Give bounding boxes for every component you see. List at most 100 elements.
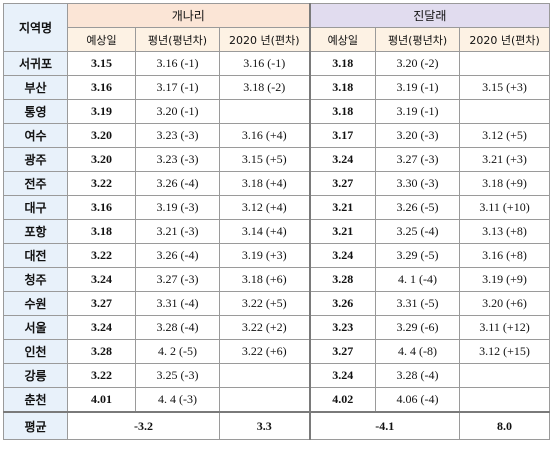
forsythia-2020-cell: 3.14 (+4): [218, 219, 311, 244]
forsythia-predicted-cell: 3.22: [67, 363, 136, 388]
forsythia-2020-cell: [218, 99, 311, 124]
azalea-normal-cell: 3.31 (-5): [375, 291, 461, 316]
region-column-header: 지역명: [3, 3, 68, 52]
region-cell: 부산: [3, 75, 68, 100]
forsythia-normal-cell: 3.25 (-3): [135, 363, 220, 388]
azalea-predicted-cell: 3.26: [308, 291, 377, 316]
forsythia-predicted-cell: 3.16: [67, 195, 136, 220]
group-header-forsythia: 개나리: [66, 3, 311, 28]
sub-header-forsythia-normal: 평년(평년차): [135, 27, 220, 52]
forsythia-2020-cell: 3.18 (+4): [218, 171, 311, 196]
table-row: 여수 3.20 3.23 (-3) 3.16 (+4) 3.17 3.20 (-3) 3.1…: [3, 123, 551, 148]
forsythia-normal-cell: 3.17 (-1): [135, 75, 220, 100]
azalea-2020-cell: 3.19 (+9): [459, 267, 551, 292]
azalea-normal-cell: 3.25 (-4): [375, 219, 461, 244]
forsythia-predicted-cell: 3.15: [67, 51, 136, 76]
azalea-2020-cell: [459, 387, 551, 413]
azalea-normal-cell: 3.29 (-6): [375, 315, 461, 340]
sub-header-azalea-2020: 2020 년(편차): [459, 27, 551, 52]
azalea-normal-cell: 3.27 (-3): [375, 147, 461, 172]
forsythia-predicted-cell: 3.28: [67, 339, 136, 364]
table-row: 대구 3.16 3.19 (-3) 3.12 (+4) 3.21 3.26 (-5) 3.1…: [3, 195, 551, 220]
region-cell: 포항: [3, 219, 68, 244]
table-row: 서울 3.24 3.28 (-4) 3.22 (+2) 3.23 3.29 (-6) 3.1…: [3, 315, 551, 340]
table-row: 청주 3.24 3.27 (-3) 3.18 (+6) 3.28 4. 1 (-4) 3.1…: [3, 267, 551, 292]
azalea-predicted-cell: 3.18: [308, 75, 377, 100]
forsythia-predicted-cell: 3.27: [67, 291, 136, 316]
forsythia-normal-cell: 3.26 (-4): [135, 171, 220, 196]
azalea-predicted-cell: 3.28: [308, 267, 377, 292]
azalea-predicted-cell: 3.21: [308, 219, 377, 244]
azalea-normal-cell: 4.06 (-4): [375, 387, 461, 413]
table-row: 부산 3.16 3.17 (-1) 3.18 (-2) 3.18 3.19 (-1) 3.1…: [3, 75, 551, 100]
forsythia-normal-cell: 3.16 (-1): [135, 51, 220, 76]
azalea-normal-cell: 3.28 (-4): [375, 363, 461, 388]
table-row: 대전 3.22 3.26 (-4) 3.19 (+3) 3.24 3.29 (-5) 3.1…: [3, 243, 551, 268]
forsythia-predicted-cell: 3.24: [67, 315, 136, 340]
azalea-2020-cell: 3.12 (+5): [459, 123, 551, 148]
forsythia-predicted-cell: 3.22: [67, 243, 136, 268]
forsythia-normal-cell: 4. 2 (-5): [135, 339, 220, 364]
azalea-2020-cell: 3.11 (+10): [459, 195, 551, 220]
azalea-2020-cell: 3.15 (+3): [459, 75, 551, 100]
forsythia-predicted-cell: 4.01: [67, 387, 136, 413]
region-cell: 여수: [3, 123, 68, 148]
forsythia-predicted-cell: 3.19: [67, 99, 136, 124]
azalea-normal-cell: 3.29 (-5): [375, 243, 461, 268]
azalea-predicted-cell: 3.24: [308, 363, 377, 388]
forsythia-average-normal-diff: -3.2: [67, 411, 220, 440]
forsythia-normal-cell: 3.23 (-3): [135, 147, 220, 172]
forsythia-2020-cell: 3.22 (+5): [218, 291, 311, 316]
forsythia-2020-cell: 3.15 (+5): [218, 147, 311, 172]
azalea-normal-cell: 3.19 (-1): [375, 99, 461, 124]
forsythia-predicted-cell: 3.24: [67, 267, 136, 292]
forsythia-2020-cell: [218, 387, 311, 413]
table-row: 포항 3.18 3.21 (-3) 3.14 (+4) 3.21 3.25 (-4) 3.1…: [3, 219, 551, 244]
forsythia-normal-cell: 3.28 (-4): [135, 315, 220, 340]
azalea-2020-cell: 3.12 (+15): [459, 339, 551, 364]
forsythia-normal-cell: 4. 4 (-3): [135, 387, 220, 413]
azalea-predicted-cell: 3.24: [308, 243, 377, 268]
forecast-table-container: 지역명 개나리 진달래 예상일 평년(평년차) 2020 년(편차) 예상일 평…: [3, 3, 551, 440]
forsythia-average-2020-diff: 3.3: [218, 411, 311, 440]
azalea-2020-cell: 3.16 (+8): [459, 243, 551, 268]
azalea-normal-cell: 4. 1 (-4): [375, 267, 461, 292]
region-cell: 통영: [3, 99, 68, 124]
forsythia-predicted-cell: 3.16: [67, 75, 136, 100]
azalea-normal-cell: 4. 4 (-8): [375, 339, 461, 364]
forsythia-normal-cell: 3.23 (-3): [135, 123, 220, 148]
azalea-average-2020-diff: 8.0: [459, 411, 551, 440]
azalea-2020-cell: 3.21 (+3): [459, 147, 551, 172]
azalea-2020-cell: 3.18 (+9): [459, 171, 551, 196]
azalea-2020-cell: [459, 51, 551, 76]
forsythia-normal-cell: 3.21 (-3): [135, 219, 220, 244]
region-cell: 서귀포: [3, 51, 68, 76]
bloom-forecast-table: 지역명 개나리 진달래 예상일 평년(평년차) 2020 년(편차) 예상일 평…: [3, 3, 551, 440]
azalea-2020-cell: 3.13 (+8): [459, 219, 551, 244]
table-row: 서귀포 3.15 3.16 (-1) 3.16 (-1) 3.18 3.20 (-2): [3, 51, 551, 76]
forsythia-2020-cell: 3.16 (+4): [218, 123, 311, 148]
forsythia-2020-cell: 3.18 (-2): [218, 75, 311, 100]
table-row: 광주 3.20 3.23 (-3) 3.15 (+5) 3.24 3.27 (-3) 3.2…: [3, 147, 551, 172]
sub-header-forsythia-2020: 2020 년(편차): [218, 27, 311, 52]
azalea-normal-cell: 3.19 (-1): [375, 75, 461, 100]
azalea-predicted-cell: 3.21: [308, 195, 377, 220]
azalea-predicted-cell: 3.18: [308, 51, 377, 76]
forsythia-normal-cell: 3.31 (-4): [135, 291, 220, 316]
table-row: 통영 3.19 3.20 (-1) 3.18 3.19 (-1): [3, 99, 551, 124]
forsythia-2020-cell: 3.22 (+6): [218, 339, 311, 364]
azalea-predicted-cell: 3.18: [308, 99, 377, 124]
table-row: 수원 3.27 3.31 (-4) 3.22 (+5) 3.26 3.31 (-5) 3.2…: [3, 291, 551, 316]
forsythia-predicted-cell: 3.20: [67, 123, 136, 148]
azalea-predicted-cell: 3.27: [308, 171, 377, 196]
forsythia-2020-cell: [218, 363, 311, 388]
forsythia-2020-cell: 3.22 (+2): [218, 315, 311, 340]
region-cell: 서울: [3, 315, 68, 340]
region-cell: 대전: [3, 243, 68, 268]
azalea-normal-cell: 3.20 (-2): [375, 51, 461, 76]
azalea-normal-cell: 3.20 (-3): [375, 123, 461, 148]
region-cell: 광주: [3, 147, 68, 172]
forsythia-2020-cell: 3.16 (-1): [218, 51, 311, 76]
region-cell: 전주: [3, 171, 68, 196]
forsythia-predicted-cell: 3.20: [67, 147, 136, 172]
